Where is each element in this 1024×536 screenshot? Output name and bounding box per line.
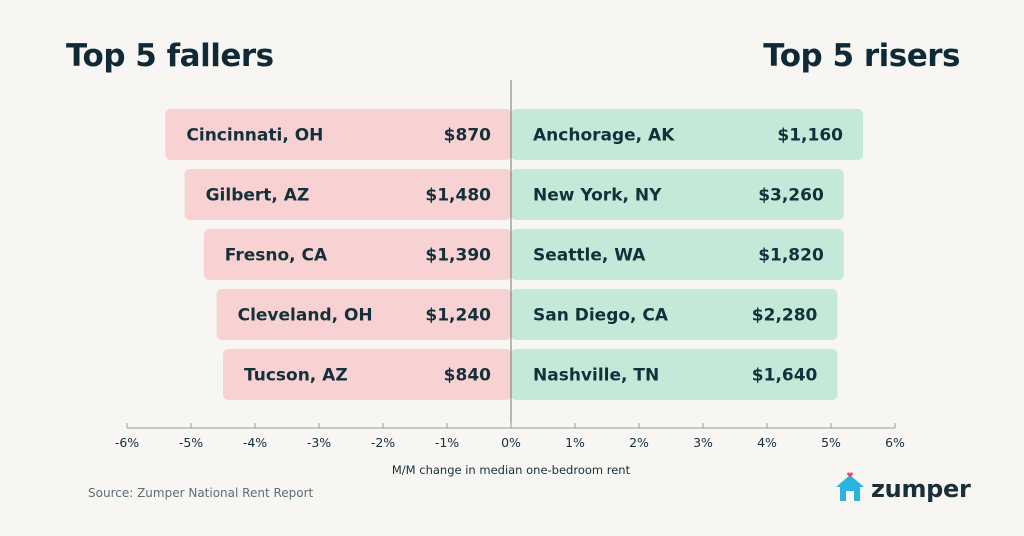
faller-rent-label: $1,480 xyxy=(425,186,491,206)
riser-bar xyxy=(511,349,838,400)
riser-city-label: Seattle, WA xyxy=(533,246,646,266)
riser-rent-label: $3,260 xyxy=(758,186,824,206)
house-heart-icon xyxy=(834,472,866,506)
x-tick-label: 1% xyxy=(565,435,585,450)
x-tick-label: -1% xyxy=(435,435,459,450)
x-tick-label: -3% xyxy=(307,435,331,450)
zumper-logo: zumper xyxy=(834,472,971,506)
faller-city-label: Tucson, AZ xyxy=(244,366,348,386)
riser-bar xyxy=(511,229,844,280)
faller-rent-label: $840 xyxy=(444,366,491,386)
x-tick-label: 3% xyxy=(693,435,713,450)
riser-rent-label: $2,280 xyxy=(752,306,818,326)
faller-bar xyxy=(165,109,511,160)
faller-city-label: Cincinnati, OH xyxy=(186,126,323,146)
x-tick-label: -4% xyxy=(243,435,267,450)
riser-rent-label: $1,640 xyxy=(752,366,818,386)
riser-city-label: Nashville, TN xyxy=(533,366,659,386)
faller-city-label: Cleveland, OH xyxy=(238,306,373,326)
faller-bar xyxy=(216,289,511,340)
x-tick-label: 4% xyxy=(757,435,777,450)
riser-city-label: San Diego, CA xyxy=(533,306,669,326)
faller-rent-label: $870 xyxy=(444,126,491,146)
x-tick-label: -5% xyxy=(179,435,203,450)
x-tick-label: 0% xyxy=(501,435,521,450)
faller-bar xyxy=(184,169,511,220)
riser-rent-label: $1,820 xyxy=(758,246,824,266)
fallers-title: Top 5 fallers xyxy=(66,38,274,74)
x-tick-label: 2% xyxy=(629,435,649,450)
faller-city-label: Gilbert, AZ xyxy=(206,186,310,206)
risers-title: Top 5 risers xyxy=(763,38,960,74)
logo-text: zumper xyxy=(871,475,971,503)
source-note: Source: Zumper National Rent Report xyxy=(88,486,314,500)
riser-bar xyxy=(511,289,838,340)
riser-city-label: Anchorage, AK xyxy=(533,126,675,146)
faller-bar xyxy=(223,349,511,400)
riser-bar xyxy=(511,169,844,220)
x-axis-title: M/M change in median one-bedroom rent xyxy=(392,463,631,477)
x-tick-label: 5% xyxy=(821,435,841,450)
faller-city-label: Fresno, CA xyxy=(225,246,328,266)
x-tick-label: -2% xyxy=(371,435,395,450)
faller-bar xyxy=(203,229,512,280)
x-tick-label: 6% xyxy=(885,435,905,450)
x-tick-label: -6% xyxy=(115,435,139,450)
riser-bar xyxy=(511,109,863,160)
riser-rent-label: $1,160 xyxy=(777,126,843,146)
faller-rent-label: $1,240 xyxy=(425,306,491,326)
faller-rent-label: $1,390 xyxy=(425,246,491,266)
riser-city-label: New York, NY xyxy=(533,186,662,206)
